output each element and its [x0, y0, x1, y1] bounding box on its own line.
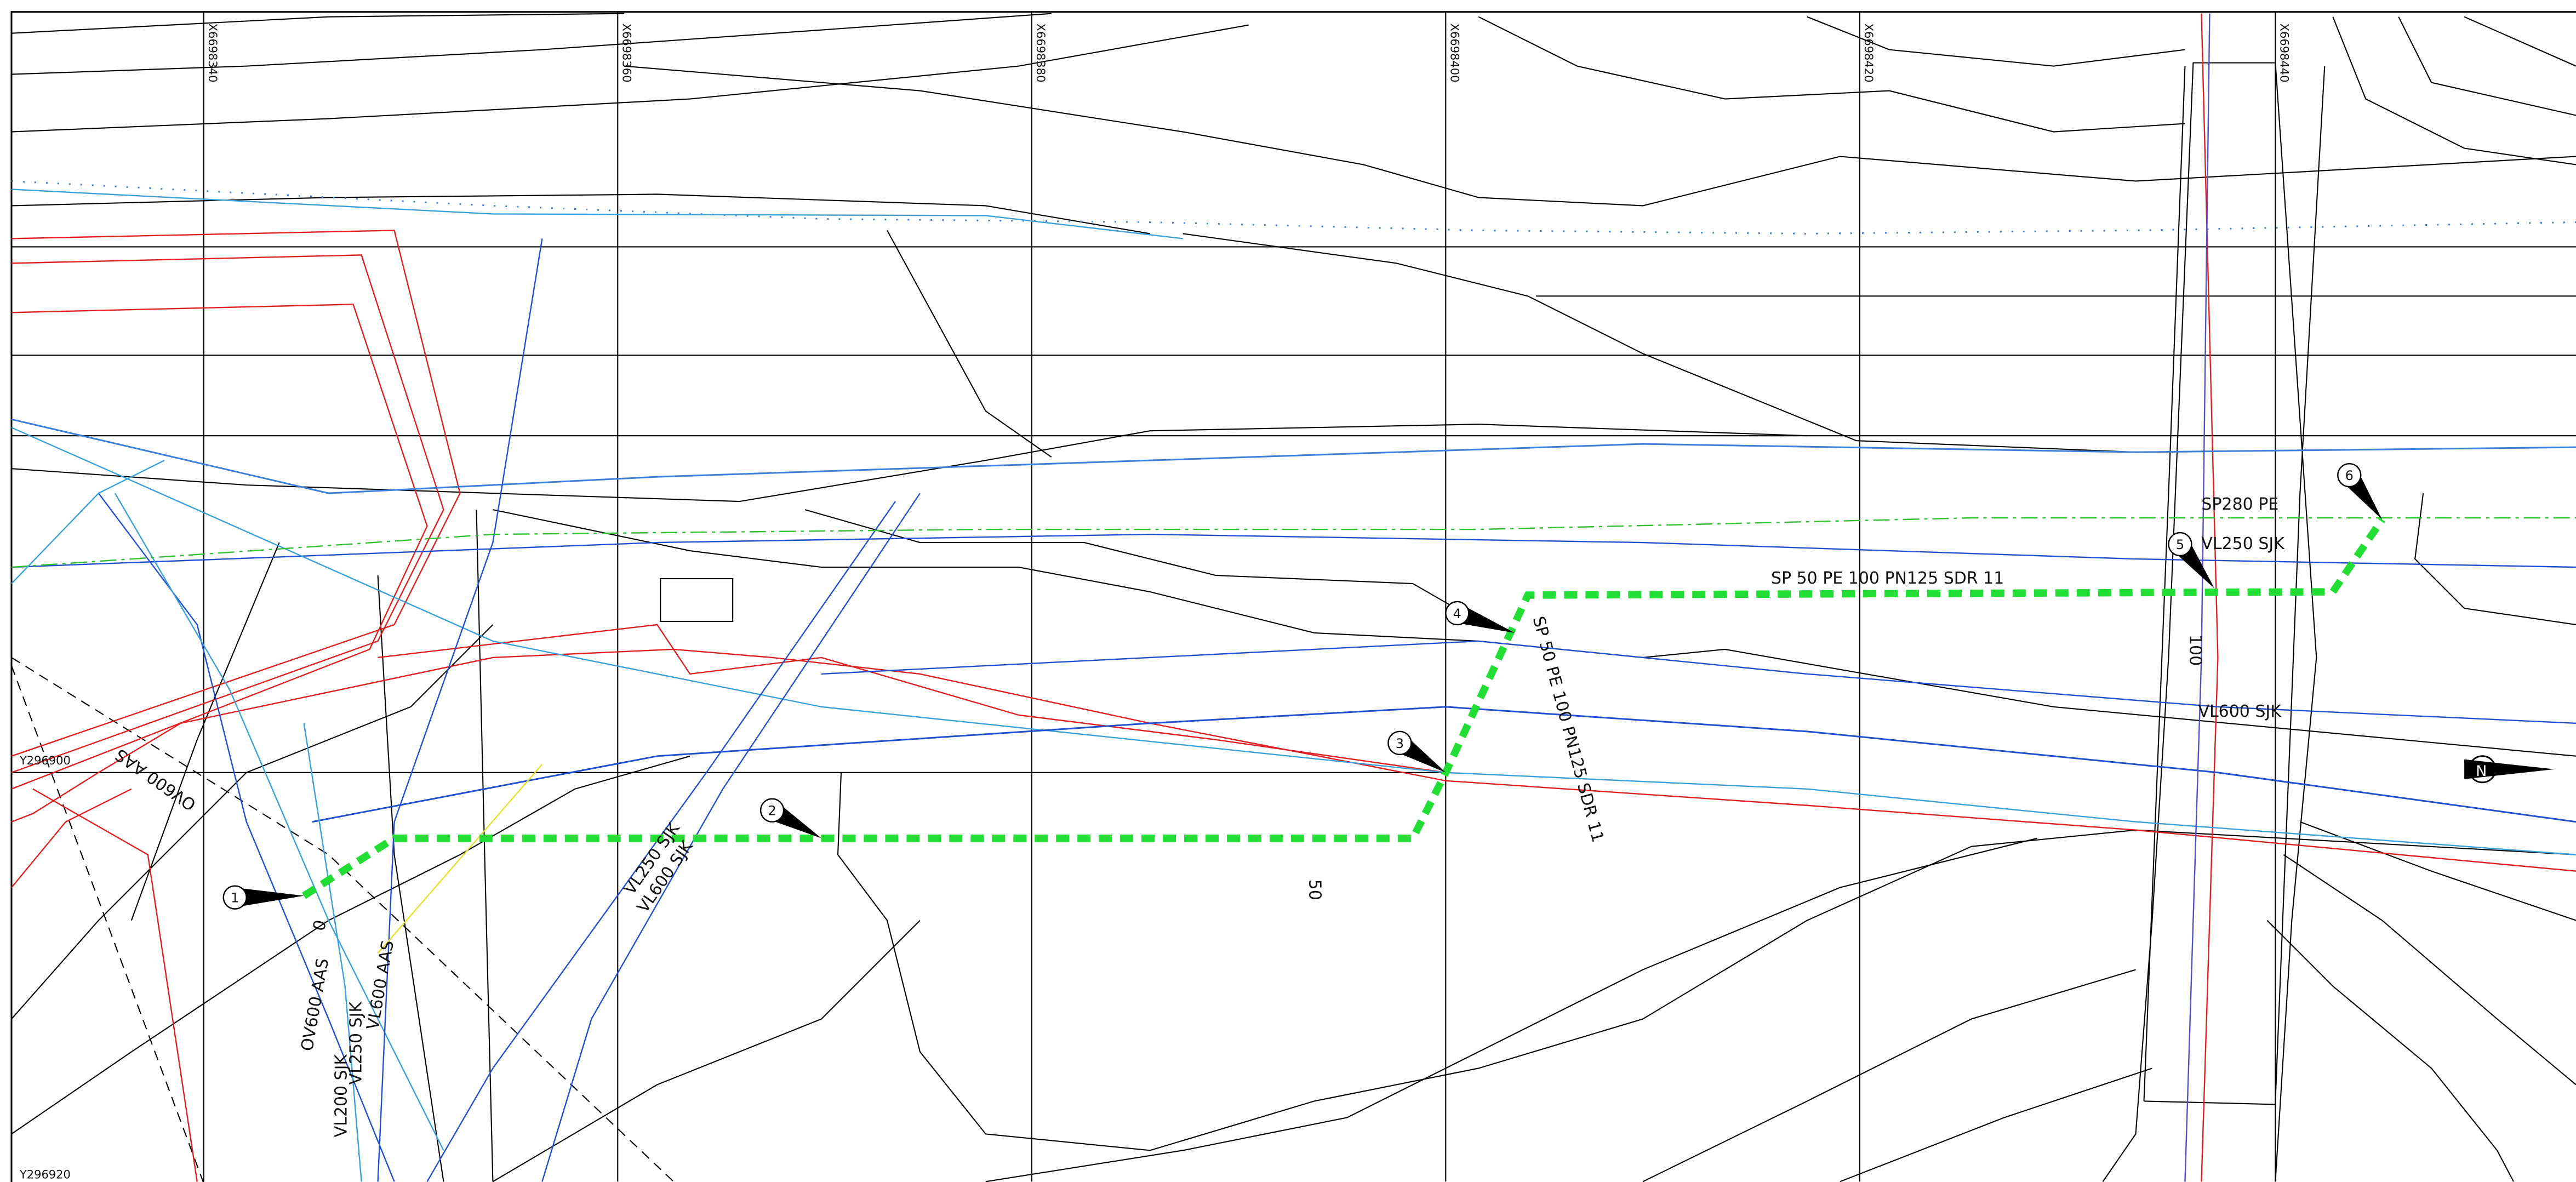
marker-label: 6	[2345, 468, 2354, 483]
blue-line	[11, 418, 2576, 494]
contour	[804, 509, 1479, 622]
frame	[10, 11, 2576, 1182]
contour	[2414, 493, 2576, 625]
pipe-label: VL600 SJK	[2198, 702, 2282, 721]
blue-line	[377, 238, 543, 1182]
red-line	[11, 788, 132, 888]
pipe-label: SP280 PE	[2201, 495, 2278, 514]
marker-circle	[1387, 730, 1412, 756]
green-line	[11, 517, 2576, 568]
contour	[2275, 66, 2326, 1101]
red-line	[11, 254, 444, 773]
contour	[985, 837, 2037, 1182]
contour	[837, 772, 2576, 1151]
contour	[377, 575, 444, 1182]
north-arrow	[2464, 759, 2555, 779]
pipe-label: VL250 SJK	[347, 1001, 366, 1085]
yellow-line	[377, 764, 543, 954]
blue-line	[98, 493, 395, 1182]
contour	[11, 13, 625, 34]
blue-line	[11, 427, 2576, 855]
grid-label: Y296900	[19, 754, 71, 767]
red-line	[378, 624, 1446, 773]
contour	[2266, 920, 2515, 1182]
blue-line	[541, 493, 921, 1182]
blue-line	[312, 706, 2576, 823]
marker-circle	[1445, 601, 1470, 626]
building	[660, 578, 734, 623]
grid-label: X6698380	[1034, 24, 1047, 83]
marker-pointer	[235, 887, 304, 907]
marker-circle	[759, 798, 785, 823]
north-label: N	[2476, 763, 2487, 780]
contour	[11, 755, 690, 1135]
contour	[130, 542, 280, 921]
station-label: 100	[2185, 635, 2204, 666]
pipe-label: VL250 SJK	[2201, 534, 2285, 553]
marker-circle	[2168, 532, 2192, 557]
contour	[1478, 16, 2185, 133]
pipe-label: SP 50 PE 100 PN125 SDR 11	[1771, 569, 2004, 588]
blue-line	[303, 723, 362, 1182]
markers: 1 2 3 4 5 6	[222, 462, 2383, 910]
contour	[2102, 62, 2317, 1182]
boundary	[11, 665, 204, 1182]
red-line	[11, 304, 428, 790]
grid-label: X6698420	[1862, 24, 1875, 83]
blue-line	[2184, 13, 2211, 1182]
blue-line	[426, 501, 896, 1182]
blue-line	[821, 640, 2576, 724]
contour	[492, 920, 921, 1182]
contour	[2283, 854, 2576, 1086]
grid-label: X6698440	[2277, 24, 2291, 83]
pipe-label: VL200 SJK	[332, 1054, 351, 1138]
contour	[2464, 16, 2576, 67]
red-line	[11, 648, 2576, 872]
grid-label: X6698360	[620, 24, 633, 83]
contour	[624, 65, 2576, 207]
marker-circle	[222, 885, 247, 910]
marker-circle	[2337, 462, 2362, 488]
grid-label: X6698340	[206, 24, 219, 83]
blue-line	[114, 493, 444, 1151]
contour	[1840, 1067, 2152, 1182]
blue-line	[11, 460, 165, 584]
contour	[1183, 233, 2136, 453]
grid-label: Y296920	[19, 1168, 71, 1181]
station-label: 50	[1305, 880, 1324, 900]
contour	[2144, 1100, 2276, 1105]
contour	[2398, 16, 2576, 116]
contour	[11, 24, 1249, 133]
contour	[887, 230, 1052, 458]
contour	[11, 624, 494, 1020]
contour	[493, 509, 2576, 757]
blue-line	[11, 533, 2576, 568]
boundary	[11, 657, 674, 1182]
contour	[11, 424, 1807, 503]
marker-label: 3	[1396, 736, 1404, 751]
contour	[2143, 66, 2186, 1101]
blue-line	[11, 180, 2576, 235]
blue-line	[11, 189, 1183, 239]
marker-label: 5	[2176, 537, 2184, 552]
marker-label: 1	[231, 890, 239, 906]
marker-label: 4	[1453, 606, 1461, 621]
marker-label: 2	[768, 803, 776, 819]
contour	[1807, 16, 2185, 67]
grid-label: X6698400	[1448, 24, 1461, 83]
contour	[2299, 821, 2576, 921]
red-line	[11, 230, 461, 757]
red-line	[32, 788, 198, 1182]
contour	[11, 13, 1052, 75]
contour	[2332, 16, 2576, 165]
contour	[1642, 969, 2136, 1182]
